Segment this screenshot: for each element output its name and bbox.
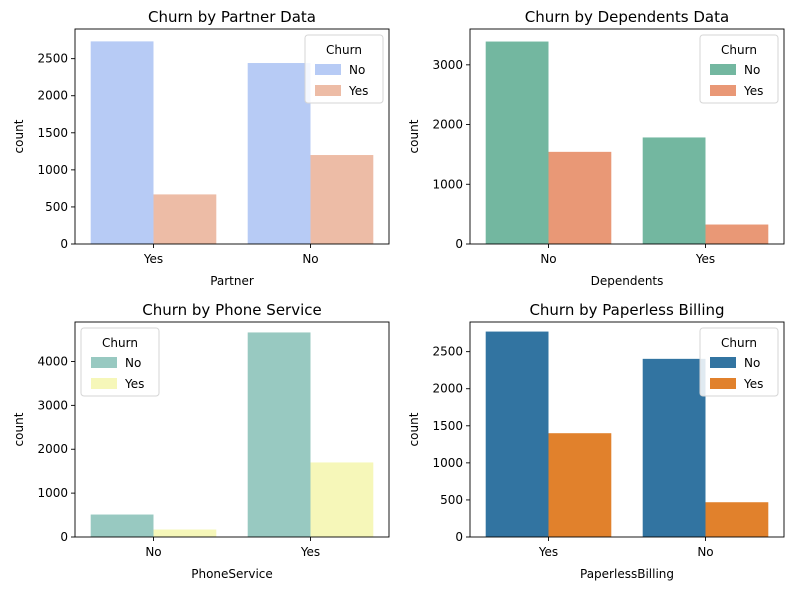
legend-label-no: No <box>744 356 760 370</box>
plot-frame <box>469 28 785 245</box>
bar-yes-no <box>153 529 217 537</box>
chart-panel-3: Churn by Phone Service 0 1000 2000 3000 4000 N… <box>12 301 390 581</box>
bar-yes-yes <box>310 462 374 537</box>
y-tick-label: 3000 <box>432 58 463 72</box>
y-tick-label: 0 <box>455 530 463 544</box>
legend-label-yes: Yes <box>743 84 763 98</box>
y-tick-label: 3000 <box>37 398 68 412</box>
legend-swatch-no <box>91 357 117 368</box>
plot-frame <box>74 28 390 245</box>
legend: Churn No Yes <box>304 34 384 104</box>
bar-no-no <box>247 63 311 244</box>
x-axis-label: PaperlessBilling <box>580 567 674 581</box>
y-tick-label: 2000 <box>37 442 68 456</box>
legend-swatch-yes <box>91 378 117 389</box>
y-tick-label: 1000 <box>37 486 68 500</box>
y-tick-label: 0 <box>60 237 68 251</box>
x-tick-label: Yes <box>143 252 163 266</box>
x-tick-label: Yes <box>695 252 715 266</box>
y-axis-label: count <box>12 412 26 446</box>
x-tick-label: Yes <box>300 545 320 559</box>
y-tick-label: 1500 <box>37 126 68 140</box>
legend-swatch-no <box>710 64 736 75</box>
x-axis-label: PhoneService <box>191 567 273 581</box>
legend-label-yes: Yes <box>124 377 144 391</box>
bar-no-yes <box>485 331 549 537</box>
y-tick-label: 2000 <box>432 118 463 132</box>
y-tick-label: 2000 <box>432 382 463 396</box>
bar-no-yes <box>247 332 311 537</box>
chart-title: Churn by Paperless Billing <box>529 301 724 319</box>
legend-swatch-yes <box>710 85 736 96</box>
legend-swatch-no <box>710 357 736 368</box>
legend: Churn No Yes <box>699 34 779 104</box>
x-tick-label: No <box>540 252 556 266</box>
chart-title: Churn by Partner Data <box>148 8 316 26</box>
legend-title: Churn <box>721 336 757 350</box>
bar-yes-yes <box>153 194 217 244</box>
legend-label-yes: Yes <box>348 84 368 98</box>
y-tick-label: 1500 <box>432 419 463 433</box>
chart-title: Churn by Dependents Data <box>525 8 729 26</box>
chart-panel-4: Churn by Paperless Billing 0 500 1000 1500 20… <box>407 301 785 581</box>
plot-frame <box>74 321 390 538</box>
y-tick-label: 1000 <box>432 177 463 191</box>
y-tick-label: 1000 <box>37 163 68 177</box>
bar-no-no <box>90 514 154 537</box>
legend: Churn No Yes <box>80 327 160 397</box>
y-tick-label: 2500 <box>432 345 463 359</box>
bar-no-no <box>485 41 549 244</box>
legend-label-no: No <box>744 63 760 77</box>
bar-yes-yes <box>548 433 612 537</box>
y-tick-label: 2500 <box>37 52 68 66</box>
legend-label-no: No <box>125 356 141 370</box>
bar-yes-yes <box>705 224 769 244</box>
x-tick-label: No <box>145 545 161 559</box>
y-axis-label: count <box>407 119 421 153</box>
x-axis-label: Partner <box>210 274 254 288</box>
y-tick-label: 0 <box>455 237 463 251</box>
y-axis-label: count <box>407 412 421 446</box>
legend: Churn No Yes <box>699 327 779 397</box>
legend-title: Churn <box>102 336 138 350</box>
chart-title: Churn by Phone Service <box>142 301 322 319</box>
x-tick-label: No <box>697 545 713 559</box>
y-tick-label: 4000 <box>37 354 68 368</box>
bar-no-yes <box>90 41 154 244</box>
legend-title: Churn <box>721 43 757 57</box>
x-tick-label: Yes <box>538 545 558 559</box>
legend-swatch-yes <box>710 378 736 389</box>
legend-label-yes: Yes <box>743 377 763 391</box>
legend-title: Churn <box>326 43 362 57</box>
chart-panel-1: Churn by Partner Data 0 500 1000 1500 2000 250… <box>12 8 390 288</box>
x-tick-label: No <box>302 252 318 266</box>
y-tick-label: 500 <box>440 493 463 507</box>
bar-yes-no <box>310 155 374 244</box>
legend-label-no: No <box>349 63 365 77</box>
bar-yes-no <box>548 151 612 244</box>
chart-panel-2: Churn by Dependents Data 0 1000 2000 3000 No Y… <box>407 8 785 288</box>
x-axis-label: Dependents <box>591 274 664 288</box>
y-tick-label: 500 <box>45 200 68 214</box>
y-tick-label: 2000 <box>37 89 68 103</box>
plot-frame <box>469 321 785 538</box>
y-tick-label: 1000 <box>432 456 463 470</box>
bar-yes-no <box>705 502 769 537</box>
y-tick-label: 0 <box>60 530 68 544</box>
bar-no-yes <box>642 137 706 244</box>
legend-swatch-no <box>315 64 341 75</box>
y-axis-label: count <box>12 119 26 153</box>
legend-swatch-yes <box>315 85 341 96</box>
bar-no-no <box>642 358 706 537</box>
